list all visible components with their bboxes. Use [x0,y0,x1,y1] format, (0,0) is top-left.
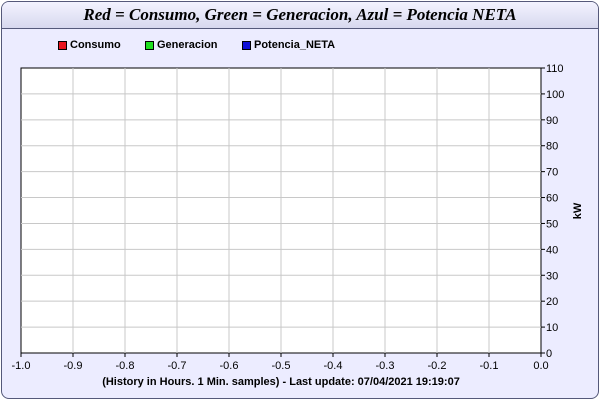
legend-swatch-consumo [58,41,67,50]
y-axis-label: kW [572,202,584,219]
x-tick-label: -0.4 [324,360,343,372]
y-tick-label: 110 [546,63,564,75]
x-tick-label: -0.3 [376,360,395,372]
y-tick-label: 100 [546,89,564,101]
x-tick-label: 0.0 [533,360,548,372]
title-bar: Red = Consumo, Green = Generacion, Azul … [2,2,598,29]
x-tick-label: -0.7 [168,360,187,372]
y-tick-label: 70 [546,167,558,179]
y-tick-label: 90 [546,115,558,127]
x-axis-label: (History in Hours. 1 Min. samples) - Las… [102,376,460,388]
y-tick-label: 0 [546,348,552,360]
legend-label-generacion: Generacion [157,39,218,51]
x-tick-label: -1.0 [12,360,31,372]
x-tick-label: -0.8 [116,360,135,372]
legend-label-potencia-neta: Potencia_NETA [254,39,336,51]
y-tick-label: 10 [546,322,558,334]
chart-title: Red = Consumo, Green = Generacion, Azul … [83,5,517,24]
y-tick-label: 50 [546,218,558,230]
y-tick-label: 40 [546,244,558,256]
x-axis: -1.0 -0.9 -0.8 -0.7 -0.6 -0.5 -0.4 -0.3 -0.2 -0.1… [12,353,549,372]
legend-swatch-generacion [145,41,154,50]
x-tick-label: -0.6 [220,360,239,372]
x-tick-label: -0.9 [64,360,83,372]
y-tick-label: 60 [546,193,558,205]
x-tick-label: -0.1 [480,360,499,372]
y-tick-label: 80 [546,141,558,153]
grid [21,68,541,353]
x-tick-label: -0.5 [272,360,291,372]
legend-swatch-potencia-neta [242,41,251,50]
y-tick-label: 30 [546,270,558,282]
y-tick-label: 20 [546,296,558,308]
x-tick-label: -0.2 [428,360,447,372]
legend-label-consumo: Consumo [70,39,121,51]
